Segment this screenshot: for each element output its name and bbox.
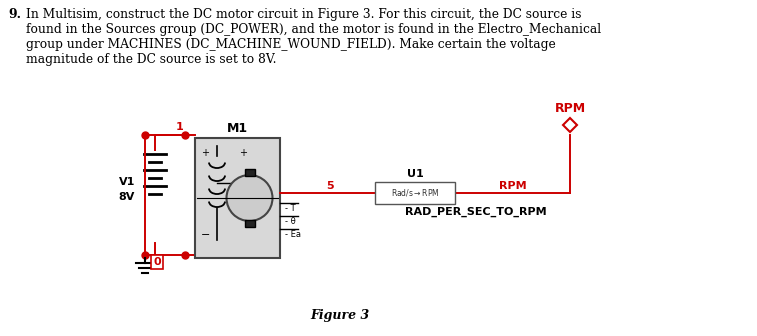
Text: V1: V1 [119, 177, 136, 187]
Bar [245, 220, 254, 227]
Text: M1: M1 [227, 122, 248, 135]
Text: - Ea: - Ea [285, 230, 301, 239]
Text: 1: 1 [176, 122, 184, 132]
Text: 5: 5 [326, 181, 334, 191]
Text: −: − [201, 230, 210, 240]
Text: +: + [201, 148, 209, 158]
Text: U1: U1 [407, 169, 423, 179]
Circle shape [226, 175, 273, 221]
Bar [245, 169, 254, 176]
Text: 8V: 8V [119, 192, 136, 202]
Text: Figure 3: Figure 3 [310, 309, 369, 322]
Text: In Multisim, construct the DC motor circuit in Figure 3. For this circuit, the D: In Multisim, construct the DC motor circ… [26, 8, 581, 21]
Text: RPM: RPM [554, 102, 586, 115]
Text: +: + [239, 148, 248, 158]
Text: - T: - T [285, 204, 296, 213]
Text: 0: 0 [153, 257, 160, 267]
Text: - θ: - θ [285, 217, 296, 226]
Text: 9.: 9. [8, 8, 21, 21]
Text: RAD_PER_SEC_TO_RPM: RAD_PER_SEC_TO_RPM [405, 207, 547, 217]
Bar [195, 138, 280, 258]
Text: RPM: RPM [499, 181, 526, 191]
Text: magnitude of the DC source is set to 8V.: magnitude of the DC source is set to 8V. [26, 53, 276, 66]
Text: found in the Sources group (DC_POWER), and the motor is found in the Electro_Mec: found in the Sources group (DC_POWER), a… [26, 23, 601, 36]
Text: group under MACHINES (DC_MACHINE_WOUND_FIELD). Make certain the voltage: group under MACHINES (DC_MACHINE_WOUND_F… [26, 38, 556, 51]
Text: Rad/s$\rightarrow$RPM: Rad/s$\rightarrow$RPM [391, 187, 439, 199]
Bar [375, 182, 455, 204]
